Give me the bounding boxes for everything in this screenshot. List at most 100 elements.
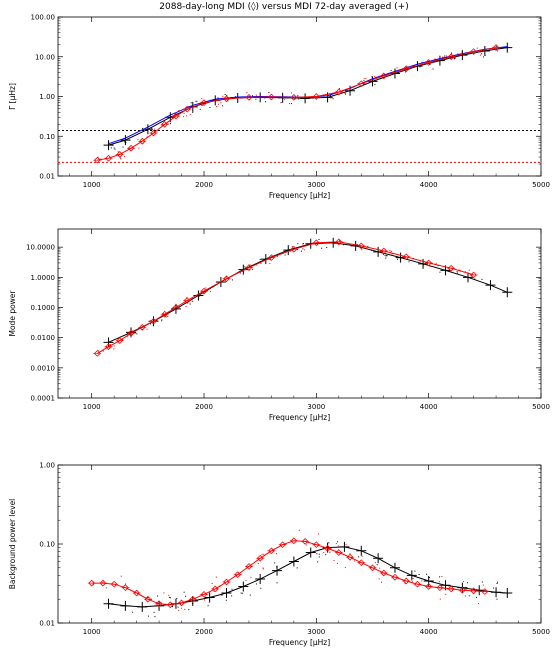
plus-marker <box>288 556 299 567</box>
scatter-dot <box>412 577 414 579</box>
scatter-dot <box>163 592 165 594</box>
scatter-dot <box>439 598 441 600</box>
scatter-dot <box>136 333 138 335</box>
scatter-dot <box>195 100 197 102</box>
diamond-marker <box>436 584 444 592</box>
scatter-dot <box>493 587 495 589</box>
plus-marker <box>204 592 215 603</box>
y-tick-label: 1.00 <box>39 93 55 101</box>
scatter-dot <box>390 69 392 71</box>
scatter-dot <box>284 251 286 253</box>
plus-marker <box>389 562 400 573</box>
scatter-dot <box>239 272 241 274</box>
x-tick-label: 2000 <box>195 403 213 411</box>
scatter-dot <box>319 96 321 98</box>
x-axis-label: Frequency [μHz] <box>269 191 330 200</box>
diamond-marker <box>402 65 410 73</box>
scatter-dot <box>339 240 341 242</box>
scatter-dot <box>258 261 260 263</box>
scatter-dot <box>205 287 207 289</box>
scatter-dot <box>163 312 165 314</box>
scatter-dot <box>318 238 320 240</box>
diamond-marker <box>223 578 230 586</box>
scatter-dot <box>429 64 431 66</box>
scatter-dot <box>113 147 115 149</box>
scatter-dot <box>199 108 201 110</box>
scatter-dot <box>318 533 320 535</box>
scatter-dot <box>183 112 185 114</box>
scatter-dot <box>160 320 162 322</box>
diamond-marker <box>470 587 477 595</box>
x-tick-label: 3000 <box>307 181 325 189</box>
diamond-marker <box>380 72 388 80</box>
diamond-marker <box>122 584 129 592</box>
diamond-marker <box>200 99 208 107</box>
x-tick-label: 4000 <box>420 628 438 636</box>
scatter-dot <box>421 580 423 582</box>
scatter-dot <box>168 594 170 596</box>
scatter-dot <box>114 148 116 150</box>
scatter-dot <box>264 97 266 99</box>
plus-marker <box>193 290 204 301</box>
scatter-dot <box>227 100 229 102</box>
scatter-dot <box>184 608 186 610</box>
scatter-dot <box>252 95 254 97</box>
scatter-dot <box>432 68 434 70</box>
scatter-dot <box>134 330 136 332</box>
scatter-dot <box>124 155 126 157</box>
scatter-dot <box>154 128 156 130</box>
scatter-dot <box>178 109 180 111</box>
diamond-marker <box>346 553 354 561</box>
diamond-marker <box>290 94 298 101</box>
scatter-dot <box>192 300 194 302</box>
scatter-dot <box>249 264 251 266</box>
scatter-dot <box>484 54 486 56</box>
scatter-dot <box>167 316 169 318</box>
diamond-marker <box>127 329 135 337</box>
y-tick-label: 0.10 <box>39 133 55 141</box>
y-tick-label: 0.0100 <box>31 334 56 342</box>
plot-frame <box>57 464 542 624</box>
scatter-dot <box>374 84 376 86</box>
plus-marker <box>238 264 249 275</box>
scatter-dot <box>146 328 148 330</box>
diamond-marker <box>481 588 489 595</box>
plus-marker <box>423 576 434 587</box>
scatter-dot <box>467 582 469 584</box>
scatter-dot <box>458 269 460 271</box>
diamond-marker <box>88 579 96 587</box>
scatter-dot <box>438 581 440 583</box>
scatter-dot <box>333 560 335 562</box>
scatter-dot <box>132 611 134 613</box>
scatter-dot <box>99 158 101 160</box>
diamond-marker <box>312 93 320 100</box>
scatter-dot <box>189 303 191 305</box>
scatter-dot <box>437 265 439 267</box>
scatter-dot <box>344 92 346 94</box>
scatter-dot <box>500 592 502 594</box>
scatter-dot <box>153 131 155 133</box>
scatter-dot <box>343 244 345 246</box>
y-tick-label: 1.0000 <box>31 274 56 282</box>
scatter-dot <box>124 141 126 143</box>
diamond-marker <box>172 304 180 311</box>
diamond-marker <box>144 595 152 603</box>
scatter-dot <box>142 127 144 129</box>
scatter-dot <box>429 265 431 267</box>
diamond-marker <box>312 541 320 549</box>
scatter-dot <box>211 582 213 584</box>
series-line <box>108 46 508 145</box>
scatter-dot <box>461 51 463 53</box>
scatter-dot <box>192 111 194 113</box>
scatter-dot <box>376 564 378 566</box>
diamond-marker <box>161 120 169 128</box>
diamond-marker <box>155 600 163 608</box>
y-tick-label: 0.01 <box>39 620 55 628</box>
scatter-dot <box>374 75 376 77</box>
x-tick-label: 2000 <box>195 181 213 189</box>
diamond-marker <box>105 154 112 162</box>
scatter-dot <box>386 255 388 257</box>
series-line <box>97 47 497 161</box>
scatter-dot <box>117 151 119 153</box>
